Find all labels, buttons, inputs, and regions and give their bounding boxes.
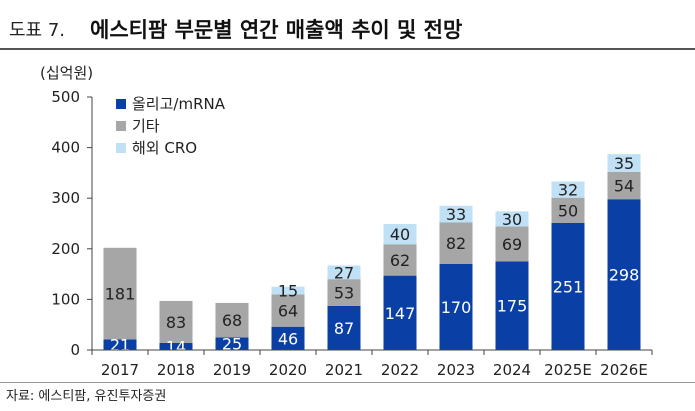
legend-label: 기타 bbox=[132, 117, 160, 135]
legend-label: 올리고/mRNA bbox=[132, 95, 226, 113]
x-tick-label: 2017 bbox=[101, 361, 139, 379]
axis-layer: 0 100 200 300 400 500 2017 2018 2019 2020 2021 2022… bbox=[51, 88, 653, 379]
bar-segment bbox=[439, 205, 473, 223]
x-tick-label: 2024 bbox=[493, 361, 531, 379]
data-label: 40 bbox=[390, 225, 410, 244]
data-label: 251 bbox=[553, 277, 584, 296]
bar-segment bbox=[551, 181, 585, 198]
y-tick-label: 400 bbox=[51, 139, 80, 157]
bar-segment bbox=[607, 154, 641, 172]
legend-swatch bbox=[116, 143, 126, 153]
bar-segment bbox=[439, 263, 473, 350]
data-label: 147 bbox=[385, 304, 416, 323]
data-label: 82 bbox=[446, 234, 466, 253]
x-tick-label: 2018 bbox=[157, 361, 195, 379]
bar-segment bbox=[271, 326, 305, 350]
data-label: 30 bbox=[502, 210, 522, 229]
bar-segment bbox=[327, 305, 361, 350]
unit-label: (십억원) bbox=[40, 64, 94, 82]
legend-label: 해외 CRO bbox=[132, 139, 197, 157]
bar-segment bbox=[215, 302, 249, 338]
title-rule bbox=[0, 48, 695, 50]
bar-segment bbox=[551, 222, 585, 350]
bar-segment bbox=[271, 286, 305, 295]
source-note: 자료: 에스티팜, 유진투자증권 bbox=[6, 389, 167, 404]
y-tick-label: 500 bbox=[51, 88, 80, 106]
data-label: 54 bbox=[614, 177, 634, 196]
data-label: 32 bbox=[558, 181, 578, 200]
data-label: 62 bbox=[390, 251, 410, 270]
bar-segment bbox=[215, 337, 249, 350]
bar-segment bbox=[383, 244, 417, 276]
title-bar: 도표 7. 에스티팜 부문별 연간 매출액 추이 및 전망 bbox=[0, 0, 695, 50]
data-label: 87 bbox=[334, 319, 354, 338]
x-tick-label: 2021 bbox=[325, 361, 363, 379]
bar-segment bbox=[495, 261, 529, 350]
data-label: 50 bbox=[558, 201, 578, 220]
chart-title: 에스티팜 부문별 연간 매출액 추이 및 전망 bbox=[90, 18, 463, 42]
bar-segment bbox=[551, 197, 585, 223]
data-label: 25 bbox=[222, 335, 242, 354]
bar-segment bbox=[439, 222, 473, 264]
data-label: 83 bbox=[166, 313, 186, 332]
legend-swatch bbox=[116, 99, 126, 109]
data-label: 64 bbox=[278, 302, 298, 321]
bar-segment bbox=[159, 300, 193, 343]
bar-segment bbox=[607, 171, 641, 200]
x-tick-label: 2023 bbox=[437, 361, 475, 379]
bottom-rule bbox=[0, 382, 695, 383]
y-tick-label: 100 bbox=[51, 290, 80, 308]
data-label: 21 bbox=[110, 336, 130, 355]
bar-segment bbox=[103, 247, 137, 340]
data-label: 15 bbox=[278, 282, 298, 301]
x-tick-label: 2025E bbox=[544, 361, 592, 379]
bar-segment bbox=[495, 211, 529, 227]
bar-segment bbox=[159, 342, 193, 350]
y-tick-label: 300 bbox=[51, 189, 80, 207]
data-label: 68 bbox=[222, 311, 242, 330]
data-label: 69 bbox=[502, 235, 522, 254]
bar-segment bbox=[103, 339, 137, 350]
data-label: 46 bbox=[278, 329, 298, 348]
bars-layer bbox=[103, 154, 641, 350]
y-tick-label: 0 bbox=[70, 341, 80, 359]
data-label: 33 bbox=[446, 205, 466, 224]
x-tick-label: 2026E bbox=[600, 361, 648, 379]
data-label: 181 bbox=[105, 285, 136, 304]
legend-swatch bbox=[116, 121, 126, 131]
y-tick-label: 200 bbox=[51, 240, 80, 258]
bar-segment bbox=[327, 265, 361, 280]
data-label: 298 bbox=[609, 266, 640, 285]
bar-segment bbox=[607, 199, 641, 350]
data-label: 175 bbox=[497, 297, 528, 316]
data-label: 35 bbox=[614, 154, 634, 173]
figure-label: 도표 7. bbox=[9, 20, 66, 41]
bar-segment bbox=[383, 224, 417, 245]
x-tick-label: 2019 bbox=[213, 361, 251, 379]
bar-segment bbox=[327, 279, 361, 306]
x-tick-label: 2022 bbox=[381, 361, 419, 379]
data-label: 53 bbox=[334, 284, 354, 303]
data-label: 27 bbox=[334, 263, 354, 282]
data-label: 170 bbox=[441, 298, 472, 317]
bar-segment bbox=[271, 294, 305, 327]
data-label: 14 bbox=[166, 337, 186, 356]
bar-segment bbox=[383, 275, 417, 350]
x-tick-label: 2020 bbox=[269, 361, 307, 379]
bar-segment bbox=[495, 226, 529, 262]
